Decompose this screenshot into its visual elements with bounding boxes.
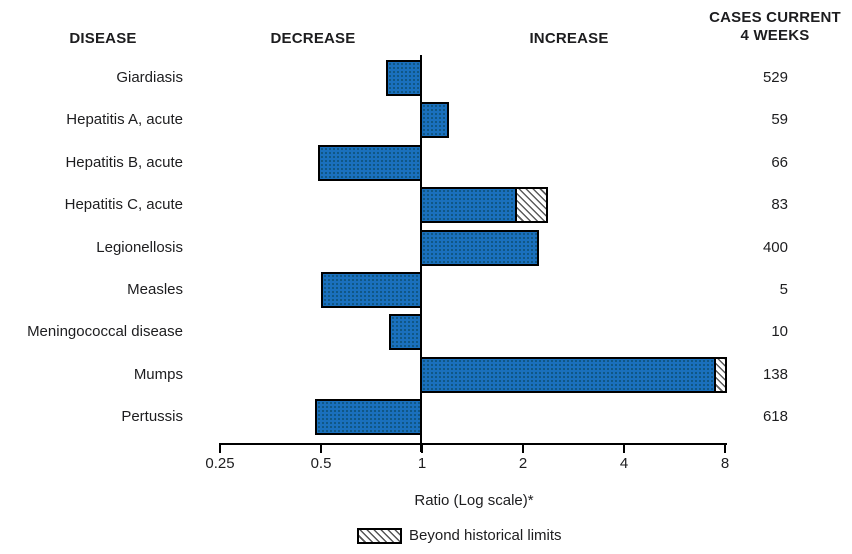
x-axis-tick-label-0-5: 0.5 [310,455,332,472]
row-label-hepatitis-a-acute: Hepatitis A, acute [66,111,183,128]
bar-hepatitis-c-acute [420,187,548,223]
beyond-historical-limits-swatch [357,528,402,544]
cases-count-hepatitis-a-acute: 59 [771,111,788,128]
column-header-cases-line1: CASES CURRENT [709,9,841,26]
column-header-disease: DISEASE [69,30,137,47]
x-axis-tick-label-2: 2 [518,455,528,472]
cases-count-mumps: 138 [762,366,788,383]
beyond-historical-limits-segment-mumps [714,357,727,393]
cases-count-hepatitis-b-acute: 66 [771,154,788,171]
cases-count-giardiasis: 529 [762,69,788,86]
row-label-legionellosis: Legionellosis [96,239,183,256]
cases-count-meningococcal-disease: 10 [771,323,788,340]
x-axis-tick-0-5 [320,443,322,453]
column-header-decrease: DECREASE [270,30,356,47]
bar-pertussis [315,399,422,435]
bar-hepatitis-a-acute [420,102,449,138]
cases-count-measles: 5 [779,281,788,298]
baseline-ratio-1-line [420,55,422,452]
bar-legionellosis [420,230,539,266]
x-axis-tick-4 [623,443,625,453]
column-header-cases-line2: 4 WEEKS [740,27,810,44]
x-axis-tick-0-25 [219,443,221,453]
row-label-hepatitis-b-acute: Hepatitis B, acute [65,154,183,171]
x-axis-label: Ratio (Log scale)* [414,492,534,509]
bar-meningococcal-disease [389,314,422,350]
x-axis-tick-label-4: 4 [619,455,629,472]
bar-measles [321,272,422,308]
x-axis-tick-2 [522,443,524,453]
row-label-measles: Measles [127,281,183,298]
bar-giardiasis [386,60,422,96]
bar-hepatitis-b-acute [318,145,422,181]
cases-count-hepatitis-c-acute: 83 [771,196,788,213]
column-header-increase: INCREASE [529,30,609,47]
x-axis-tick-8 [724,443,726,453]
x-axis-tick-1 [421,443,423,453]
row-label-pertussis: Pertussis [121,408,183,425]
x-axis-line [220,443,727,445]
cases-count-pertussis: 618 [762,408,788,425]
row-label-mumps: Mumps [133,366,183,383]
bar-mumps [420,357,727,393]
row-label-hepatitis-c-acute: Hepatitis C, acute [64,196,183,213]
cases-count-legionellosis: 400 [762,239,788,256]
x-axis-tick-label-0-25: 0.25 [205,455,235,472]
beyond-historical-limits-segment-hepatitis-c-acute [515,187,548,223]
row-label-meningococcal-disease: Meningococcal disease [27,323,183,340]
x-axis-tick-label-1: 1 [417,455,427,472]
legend-label: Beyond historical limits [409,527,562,544]
row-label-giardiasis: Giardiasis [116,69,183,86]
x-axis-tick-label-8: 8 [720,455,730,472]
column-header-cases: CASES CURRENT 4 WEEKS [695,9,852,45]
